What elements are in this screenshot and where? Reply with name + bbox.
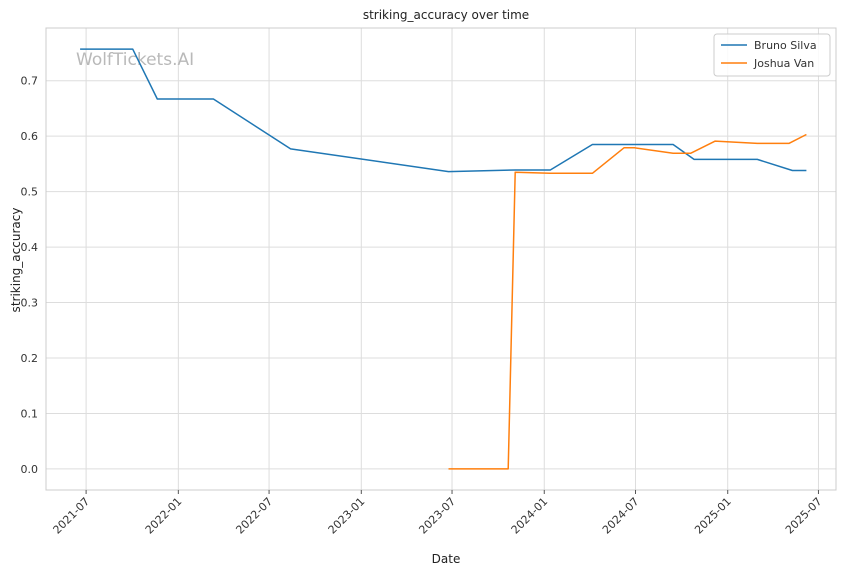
chart-title: striking_accuracy over time: [363, 8, 529, 22]
y-tick-label: 0.2: [21, 352, 39, 365]
legend: Bruno Silva Joshua Van: [713, 33, 831, 77]
y-tick-label: 0.4: [21, 241, 39, 254]
y-axis-title: striking_accuracy: [9, 208, 23, 313]
y-tick-label: 0.0: [21, 463, 39, 476]
y-tick-label: 0.1: [21, 407, 39, 420]
y-tick-label: 0.3: [21, 297, 39, 310]
grid-lines: [46, 28, 836, 490]
plot-frame: [45, 27, 837, 491]
y-tick-label: 0.6: [21, 130, 39, 143]
series-line-0: [80, 48, 807, 173]
y-tick-label: 0.5: [21, 186, 39, 199]
watermark: WolfTickets.AI: [76, 50, 194, 70]
y-tick-label: 0.7: [21, 75, 39, 88]
legend-label-0: Bruno Silva: [754, 39, 817, 52]
y-axis: 0.0 0.1 0.2 0.3 0.4 0.5 0.6 0.7: [21, 75, 39, 476]
x-axis-title: Date: [432, 552, 461, 566]
legend-label-1: Joshua Van: [753, 57, 814, 70]
series-layer: [80, 48, 807, 470]
series-line-1: [448, 133, 807, 470]
